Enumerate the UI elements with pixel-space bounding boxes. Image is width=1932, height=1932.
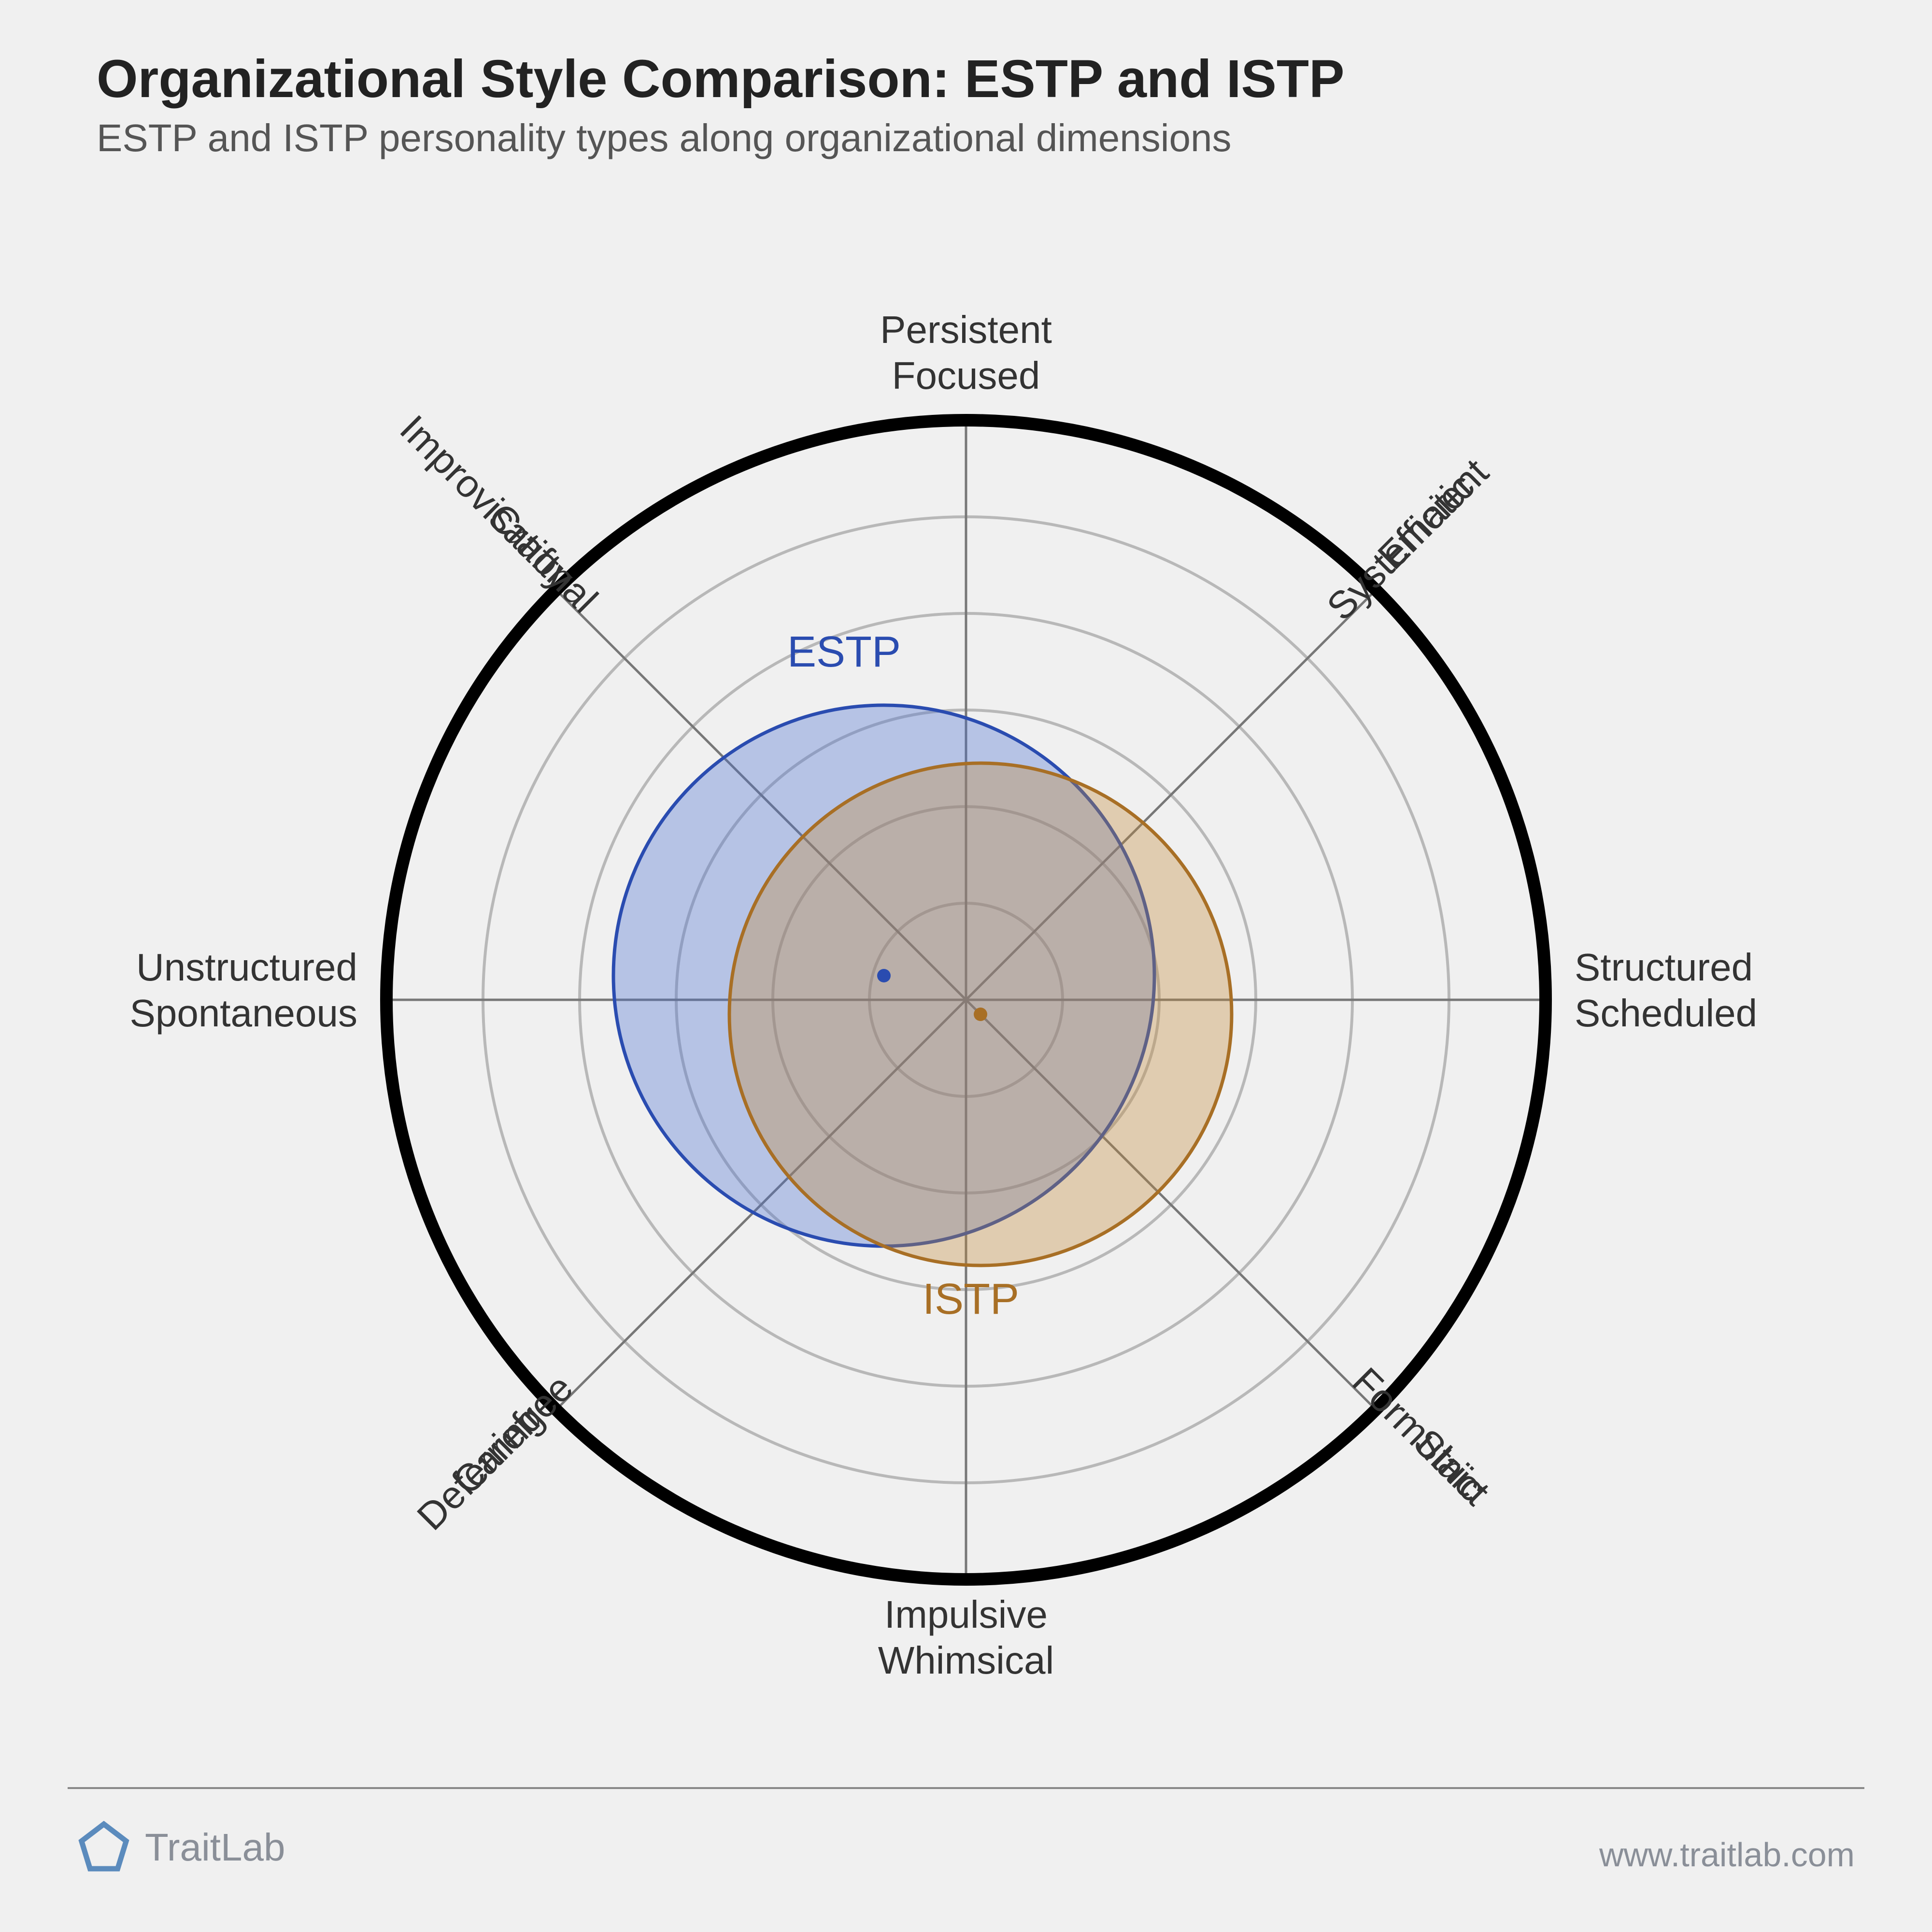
axis-label-group: ImprovisationalCrafty	[392, 407, 606, 621]
axis-label: Impulsive	[884, 1593, 1048, 1636]
axis-label: Persistent	[880, 308, 1052, 351]
brand-text: TraitLab	[145, 1825, 285, 1870]
footer: TraitLab www.traitlab.com	[0, 1787, 1932, 1932]
series-label-estp: ESTP	[787, 628, 901, 676]
chart-card: Organizational Style Comparison: ESTP an…	[0, 0, 1932, 1932]
axis-label: Whimsical	[878, 1639, 1054, 1682]
axis-label: Unstructured	[136, 946, 357, 989]
axis-label: Scheduled	[1575, 992, 1757, 1035]
series-label-istp: ISTP	[923, 1275, 1019, 1323]
axis-label: Spontaneous	[129, 992, 357, 1035]
circumplex-plot: ESTP ISTP StructuredScheduled EfficientSyst…	[0, 155, 1932, 1787]
axis-label: Structured	[1575, 946, 1753, 989]
svg-text:Crafty: Crafty	[480, 495, 583, 598]
axis-label-group: EfficientSystematic	[1319, 451, 1497, 629]
footer-rule	[68, 1787, 1864, 1789]
brand: TraitLab	[77, 1821, 285, 1874]
axis-label-group: DeferringCarefree	[409, 1366, 581, 1538]
svg-text:Systematic: Systematic	[1319, 465, 1483, 629]
axis-label-group: StrictFormulaic	[1344, 1359, 1498, 1513]
chart-subtitle: ESTP and ISTP personality types along or…	[97, 116, 1232, 160]
svg-text:Formulaic: Formulaic	[1344, 1359, 1494, 1509]
axis-label: Focused	[892, 354, 1040, 397]
brand-logo-icon	[77, 1821, 130, 1874]
brand-url: www.traitlab.com	[1599, 1835, 1855, 1874]
chart-title: Organizational Style Comparison: ESTP an…	[97, 48, 1344, 110]
svg-text:Carefree: Carefree	[444, 1366, 581, 1503]
